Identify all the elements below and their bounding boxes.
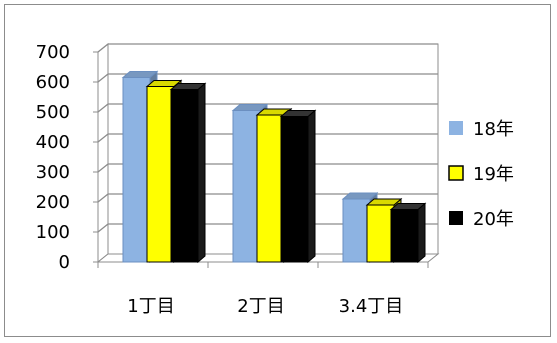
bar [366, 204, 395, 263]
legend-swatch [449, 121, 463, 135]
x-category-label: 3.4丁目 [339, 296, 404, 317]
bar [280, 116, 309, 263]
gridline [97, 73, 438, 83]
x-category-label: 1丁目 [127, 296, 174, 317]
x-category-label: 2丁目 [237, 296, 284, 317]
y-axis-ticks: 0 100 200 300 400 500 600 700 [36, 42, 429, 273]
side-wall [97, 42, 109, 264]
bar [232, 110, 261, 263]
legend: 18年 19年 20年 [448, 119, 514, 230]
legend-swatch [448, 165, 464, 181]
gridline [97, 193, 438, 203]
bar [146, 86, 175, 263]
gridline [97, 163, 438, 173]
gridlines [97, 43, 438, 233]
bar-side [197, 82, 206, 264]
y-tick-label: 0 [59, 252, 70, 273]
gridline [97, 103, 438, 113]
y-tick-label: 400 [36, 132, 70, 153]
gridline [97, 133, 438, 143]
bar-side [307, 109, 316, 264]
gridline [97, 43, 438, 53]
y-tick-label: 500 [36, 102, 70, 123]
bar [342, 198, 371, 263]
y-tick-label: 600 [36, 72, 70, 93]
bar [122, 77, 151, 263]
legend-label: 19年 [473, 164, 514, 185]
x-axis-categories: 1丁目 2丁目 3.4丁目 [127, 296, 403, 317]
gridline [97, 223, 438, 233]
bar [170, 89, 199, 263]
y-tick-label: 700 [36, 42, 70, 63]
y-tick-label: 100 [36, 222, 70, 243]
bars [121, 70, 427, 264]
legend-label: 18年 [473, 119, 514, 140]
bar [256, 114, 285, 263]
bar-side [417, 202, 426, 264]
y-tick-label: 300 [36, 162, 70, 183]
legend-label: 20年 [473, 209, 514, 230]
y-tick-label: 200 [36, 192, 70, 213]
legend-swatch [449, 211, 463, 225]
bar [390, 209, 419, 263]
